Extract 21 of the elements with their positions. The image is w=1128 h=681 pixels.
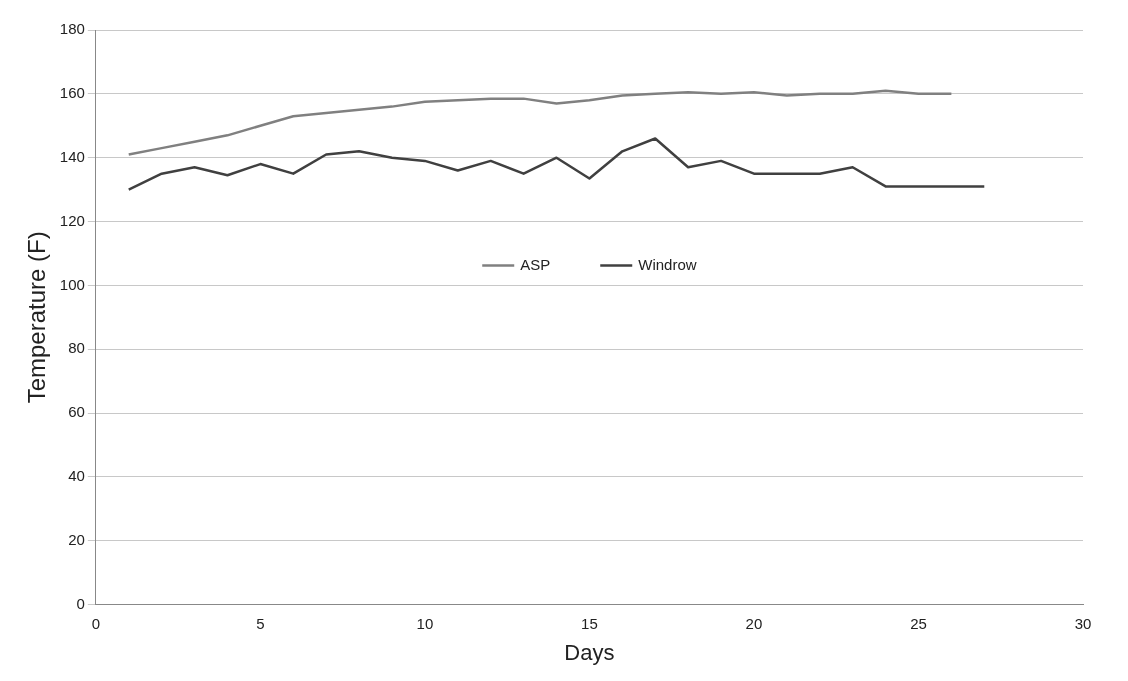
y-tick-label: 140: [59, 147, 85, 165]
x-tick-label: 15: [581, 614, 598, 632]
legend-label: ASP: [520, 255, 551, 273]
y-tick-label: 20: [68, 530, 85, 548]
legend-label: Windrow: [638, 255, 697, 273]
x-axis-title: Days: [564, 639, 615, 665]
x-tick-label: 5: [256, 614, 265, 632]
y-tick-label: 100: [59, 275, 85, 293]
y-tick-label: 120: [59, 211, 85, 229]
y-tick-label: 80: [68, 339, 85, 357]
y-tick-label: 60: [68, 403, 85, 421]
y-tick-label: 180: [59, 20, 85, 38]
x-tick-label: 30: [1074, 614, 1092, 632]
y-tick-label: 160: [59, 83, 85, 101]
y-tick-label: 0: [76, 594, 85, 612]
x-tick-label: 25: [910, 614, 927, 632]
x-tick-label: 10: [416, 614, 434, 632]
x-tick-label: 20: [745, 614, 763, 632]
y-axis-title: Temperature (F): [23, 231, 51, 404]
y-tick-label: 40: [68, 467, 85, 485]
x-tick-label: 0: [91, 614, 100, 632]
